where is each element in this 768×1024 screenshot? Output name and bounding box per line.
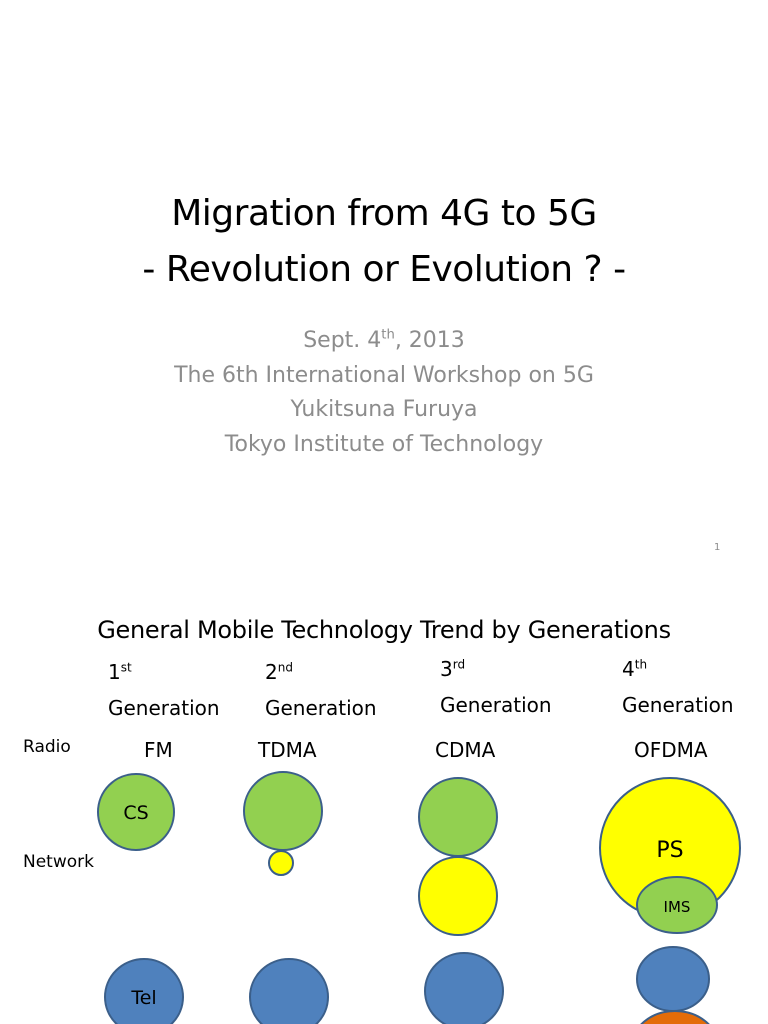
- radio-tech-3g: CDMA: [435, 738, 496, 762]
- cs-circle-3g: [418, 777, 498, 857]
- slide-title: General Mobile Technology Trend by Gener…: [97, 616, 671, 644]
- ps-circle-3g: [418, 856, 498, 936]
- ordinal-suffix: st: [120, 660, 132, 675]
- cs-circle-2g: [243, 771, 323, 851]
- title-line-1: Migration from 4G to 5G: [171, 193, 597, 234]
- ordinal-number: 1: [108, 660, 121, 684]
- ps-label: PS: [656, 838, 683, 863]
- page-number: 1: [714, 542, 721, 553]
- ps-circle-2g: [268, 850, 294, 876]
- generation-word: Generation: [265, 696, 377, 720]
- title-line-2: - Revolution or Evolution ? -: [142, 249, 626, 290]
- date-prefix: Sept. 4: [303, 328, 382, 353]
- event-name: The 6th International Workshop on 5G: [174, 362, 594, 388]
- ordinal-suffix: th: [634, 657, 648, 672]
- orange-ellipse-4g: [640, 1010, 710, 1024]
- ims-label: IMS: [664, 898, 691, 916]
- cs-label: CS: [123, 802, 148, 824]
- row-label-radio: Radio: [23, 737, 71, 757]
- tel-ellipse: [104, 958, 184, 1024]
- terminal-ellipse-3g: [424, 952, 504, 1024]
- generations-slide: General Mobile Technology Trend by Gener…: [0, 576, 768, 1024]
- generation-word: Generation: [622, 693, 734, 717]
- generation-ordinal: 3rd: [440, 651, 552, 687]
- tel-label: Tel: [130, 987, 156, 1009]
- generation-ordinal: 1st: [108, 654, 220, 690]
- generation-diagram: CS PS IMS Tel: [97, 771, 741, 1024]
- date-suffix: , 2013: [394, 328, 465, 353]
- author-affiliation: Tokyo Institute of Technology: [224, 431, 544, 457]
- presentation-date: Sept. 4th, 2013: [0, 324, 768, 359]
- terminal-ellipse-2g: [249, 958, 329, 1024]
- cs-circle: [97, 773, 175, 851]
- ordinal-suffix: nd: [277, 660, 293, 675]
- generation-heading-3: 3rd Generation: [440, 651, 552, 723]
- generation-word: Generation: [440, 693, 552, 717]
- title-slide: Migration from 4G to 5G - Revolution or …: [0, 186, 768, 553]
- ordinal-number: 3: [440, 657, 453, 681]
- radio-tech-1g: FM: [144, 738, 173, 762]
- ordinal-suffix: rd: [452, 657, 466, 672]
- generation-ordinal: 4th: [622, 651, 734, 687]
- generation-heading-1: 1st Generation: [108, 654, 220, 726]
- radio-tech-4g: OFDMA: [634, 738, 708, 762]
- generation-heading-4: 4th Generation: [622, 651, 734, 723]
- row-label-network: Network: [23, 852, 94, 872]
- radio-tech-2g: TDMA: [258, 738, 317, 762]
- slide-subtitle: Sept. 4th, 2013 The 6th International Wo…: [0, 324, 768, 462]
- ims-ellipse: [636, 876, 718, 934]
- ordinal-number: 4: [622, 657, 635, 681]
- ordinal-number: 2: [265, 660, 278, 684]
- author-name: Yukitsuna Furuya: [290, 397, 478, 422]
- terminal-ellipse-4g: [636, 946, 710, 1012]
- generation-heading-2: 2nd Generation: [265, 654, 377, 726]
- generation-ordinal: 2nd: [265, 654, 377, 690]
- date-ordinal: th: [381, 327, 395, 343]
- generation-word: Generation: [108, 696, 220, 720]
- slide-title: Migration from 4G to 5G - Revolution or …: [0, 186, 768, 298]
